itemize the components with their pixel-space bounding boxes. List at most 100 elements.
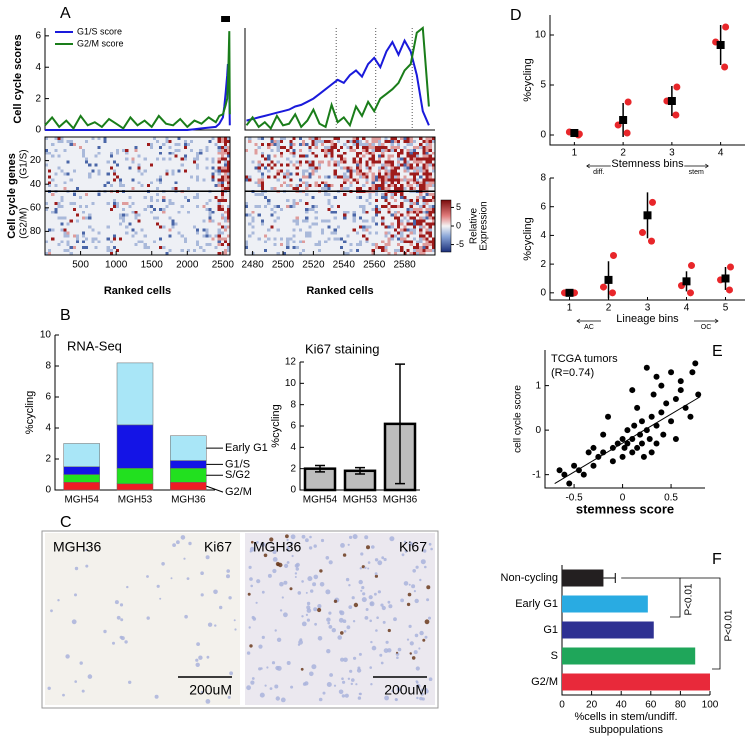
heatmap-texture bbox=[416, 184, 420, 187]
heatmap-texture bbox=[218, 211, 221, 214]
heatmap-texture bbox=[296, 231, 300, 234]
heatmap-texture bbox=[122, 137, 125, 140]
heatmap-texture bbox=[422, 220, 426, 223]
heatmap-texture bbox=[181, 181, 184, 184]
x-tick-label: 2540 bbox=[333, 260, 356, 271]
heatmap-texture bbox=[104, 175, 107, 178]
heatmap-texture bbox=[400, 205, 404, 208]
heatmap-texture bbox=[353, 143, 357, 146]
heatmap-texture bbox=[245, 187, 249, 190]
heatmap-texture bbox=[429, 184, 433, 187]
heatmap-texture bbox=[258, 208, 262, 211]
heatmap-texture bbox=[187, 237, 190, 240]
heatmap-texture bbox=[125, 249, 128, 252]
heatmap-texture bbox=[116, 161, 119, 164]
heatmap-texture bbox=[184, 220, 187, 223]
heatmap-texture bbox=[104, 205, 107, 208]
heatmap-texture bbox=[125, 246, 128, 249]
heatmap-texture bbox=[280, 152, 284, 155]
heatmap-texture bbox=[245, 167, 249, 170]
heatmap-texture bbox=[375, 175, 379, 178]
heatmap-texture bbox=[416, 140, 420, 143]
heatmap-texture bbox=[67, 220, 70, 223]
heatmap-texture bbox=[378, 172, 382, 175]
heatmap-texture bbox=[60, 169, 63, 172]
heatmap-texture bbox=[168, 208, 171, 211]
heatmap-texture bbox=[270, 193, 274, 196]
heatmap-texture bbox=[144, 181, 147, 184]
heatmap-texture bbox=[122, 172, 125, 175]
heatmap-texture bbox=[258, 220, 262, 223]
heatmap-texture bbox=[397, 140, 401, 143]
heatmap-texture bbox=[150, 143, 153, 146]
heatmap-texture bbox=[419, 146, 423, 149]
heatmap-texture bbox=[251, 226, 255, 229]
heatmap-texture bbox=[264, 208, 268, 211]
heatmap-texture bbox=[350, 208, 354, 211]
x-tick-label: 1000 bbox=[105, 260, 128, 271]
heatmap-texture bbox=[365, 202, 369, 205]
heatmap-texture bbox=[128, 178, 131, 181]
heatmap-texture bbox=[113, 243, 116, 246]
heatmap-texture bbox=[416, 164, 420, 167]
heatmap-texture bbox=[277, 178, 281, 181]
heatmap-texture bbox=[308, 143, 312, 146]
heatmap-texture bbox=[212, 178, 215, 181]
heatmap-texture bbox=[394, 226, 398, 229]
heatmap-texture bbox=[51, 246, 54, 249]
heatmap-texture bbox=[128, 175, 131, 178]
heatmap-texture bbox=[144, 140, 147, 143]
heatmap-texture bbox=[82, 196, 85, 199]
heatmap-texture bbox=[251, 223, 255, 226]
heatmap-texture bbox=[82, 246, 85, 249]
heatmap-texture bbox=[416, 152, 420, 155]
heatmap-texture bbox=[202, 196, 205, 199]
heatmap-texture bbox=[267, 211, 271, 214]
heatmap-texture bbox=[270, 223, 274, 226]
heatmap-texture bbox=[171, 226, 174, 229]
heatmap-texture bbox=[327, 184, 331, 187]
heatmap-texture bbox=[104, 152, 107, 155]
heatmap-texture bbox=[248, 158, 252, 161]
heatmap-texture bbox=[70, 167, 73, 170]
heatmap-texture bbox=[359, 205, 363, 208]
heatmap-texture bbox=[372, 178, 376, 181]
heatmap-texture bbox=[359, 143, 363, 146]
heatmap-texture bbox=[429, 140, 433, 143]
heatmap-texture bbox=[299, 214, 303, 217]
heatmap-texture bbox=[264, 181, 268, 184]
heatmap-texture bbox=[337, 211, 341, 214]
heatmap-texture bbox=[356, 208, 360, 211]
heatmap-texture bbox=[119, 161, 122, 164]
heatmap-texture bbox=[261, 161, 265, 164]
heatmap-texture bbox=[274, 240, 278, 243]
heatmap-texture bbox=[283, 178, 287, 181]
heatmap-texture bbox=[315, 158, 319, 161]
heatmap-texture bbox=[134, 199, 137, 202]
heatmap-texture bbox=[270, 220, 274, 223]
heatmap-texture bbox=[215, 193, 218, 196]
heatmap-texture bbox=[293, 208, 297, 211]
heatmap-texture bbox=[196, 167, 199, 170]
heatmap-texture bbox=[159, 231, 162, 234]
heatmap-texture bbox=[144, 146, 147, 149]
heatmap-texture bbox=[305, 146, 309, 149]
heatmap-texture bbox=[422, 249, 426, 252]
heatmap-texture bbox=[134, 211, 137, 214]
heatmap-texture bbox=[283, 184, 287, 187]
heatmap-texture bbox=[147, 246, 150, 249]
heatmap-texture bbox=[156, 205, 159, 208]
heatmap-texture bbox=[97, 155, 100, 158]
heatmap-texture bbox=[394, 158, 398, 161]
heatmap-texture bbox=[147, 181, 150, 184]
heatmap-texture bbox=[184, 199, 187, 202]
heatmap-texture bbox=[296, 184, 300, 187]
heatmap-texture bbox=[293, 187, 297, 190]
heatmap-texture bbox=[274, 169, 278, 172]
heatmap-texture bbox=[67, 152, 70, 155]
heatmap-texture bbox=[215, 214, 218, 217]
heatmap-texture bbox=[64, 193, 67, 196]
heatmap-texture bbox=[315, 196, 319, 199]
heatmap-texture bbox=[321, 143, 325, 146]
heatmap-texture bbox=[141, 246, 144, 249]
